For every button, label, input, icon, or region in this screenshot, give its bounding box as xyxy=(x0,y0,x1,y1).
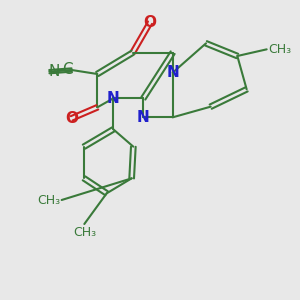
Text: N: N xyxy=(166,65,179,80)
Text: O: O xyxy=(65,111,78,126)
Text: CH₃: CH₃ xyxy=(268,43,292,56)
Text: N: N xyxy=(49,64,60,79)
Text: N: N xyxy=(107,91,120,106)
Text: CH₃: CH₃ xyxy=(73,226,96,239)
Text: CH₃: CH₃ xyxy=(37,194,60,206)
Text: O: O xyxy=(143,15,157,30)
Text: C: C xyxy=(62,62,72,77)
Text: N: N xyxy=(137,110,150,125)
